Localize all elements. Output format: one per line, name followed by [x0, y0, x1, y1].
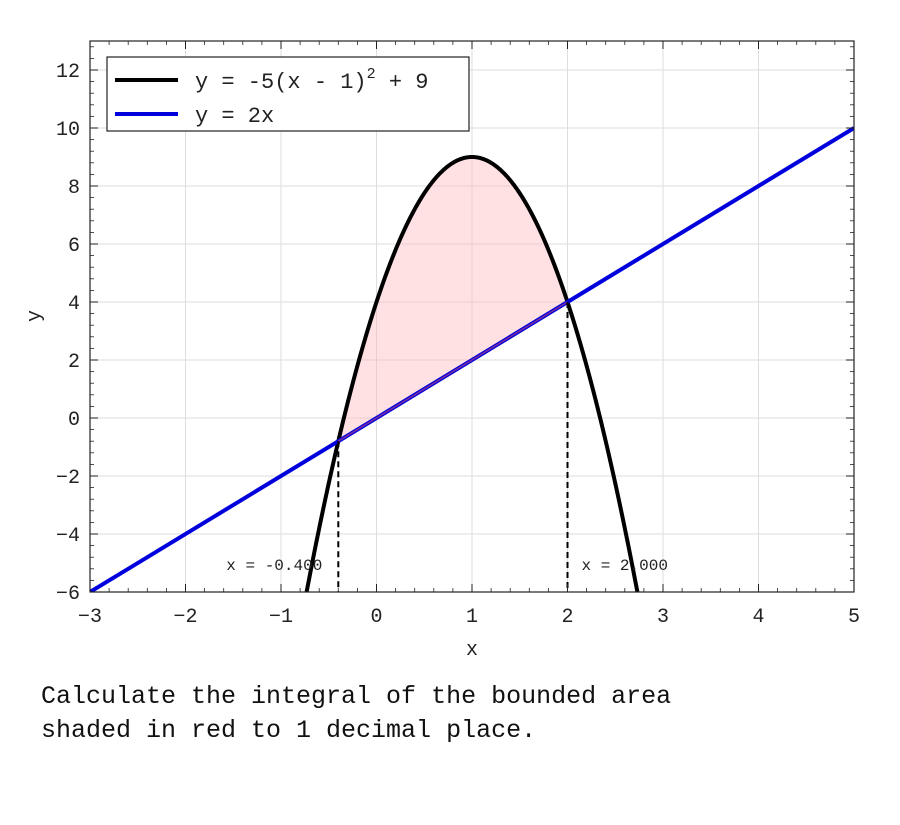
x-tick-label: 5 [848, 606, 860, 629]
question-text: Calculate the integral of the bounded ar… [41, 682, 672, 745]
x-tick-label: −2 [173, 606, 197, 629]
y-tick-label: −6 [56, 583, 80, 606]
x-axis-label: x [466, 639, 478, 662]
bound-label-1: x = -0.400 [226, 557, 322, 575]
x-tick-label: 4 [752, 606, 764, 629]
legend-label-2: y = 2x [195, 104, 274, 129]
legend-label-1: y = -5(x - 1)2 + 9 [195, 66, 428, 95]
y-tick-label: 0 [68, 409, 80, 432]
shaded-region [336, 155, 570, 444]
bound-lines: x = -0.400 x = 2.000 [226, 302, 668, 592]
series-line-1 [304, 154, 640, 592]
legend-box [106, 56, 470, 132]
y-tick-label: 8 [68, 177, 80, 200]
y-tick-label: 6 [68, 235, 80, 258]
series-group [90, 126, 854, 592]
x-tick-label: −3 [78, 606, 102, 629]
x-tick-label: 3 [657, 606, 669, 629]
y-tick-label: 10 [56, 119, 80, 142]
minor-ticks [89, 41, 855, 593]
x-tick-label: 1 [466, 606, 478, 629]
x-tick-label: 2 [561, 606, 573, 629]
y-tick-label: 2 [68, 351, 80, 374]
x-tick-label: −1 [269, 606, 293, 629]
chart: x = -0.400 x = 2.000 −3 −2 −1 0 1 2 3 4 5−6−4−202… [24, 40, 860, 662]
y-tick-label: 12 [56, 61, 80, 84]
y-axis-label: y [24, 310, 47, 322]
x-tick-label: 0 [370, 606, 382, 629]
y-tick-label: 4 [68, 293, 80, 316]
y-tick-label: −2 [56, 467, 80, 490]
bound-label-2: x = 2.000 [582, 557, 668, 575]
major-ticks [89, 41, 855, 593]
legend: y = -5(x - 1)2 + 9 y = 2x [106, 56, 470, 132]
shade-edge-overlap [337, 301, 568, 442]
y-tick-label: −4 [56, 525, 80, 548]
